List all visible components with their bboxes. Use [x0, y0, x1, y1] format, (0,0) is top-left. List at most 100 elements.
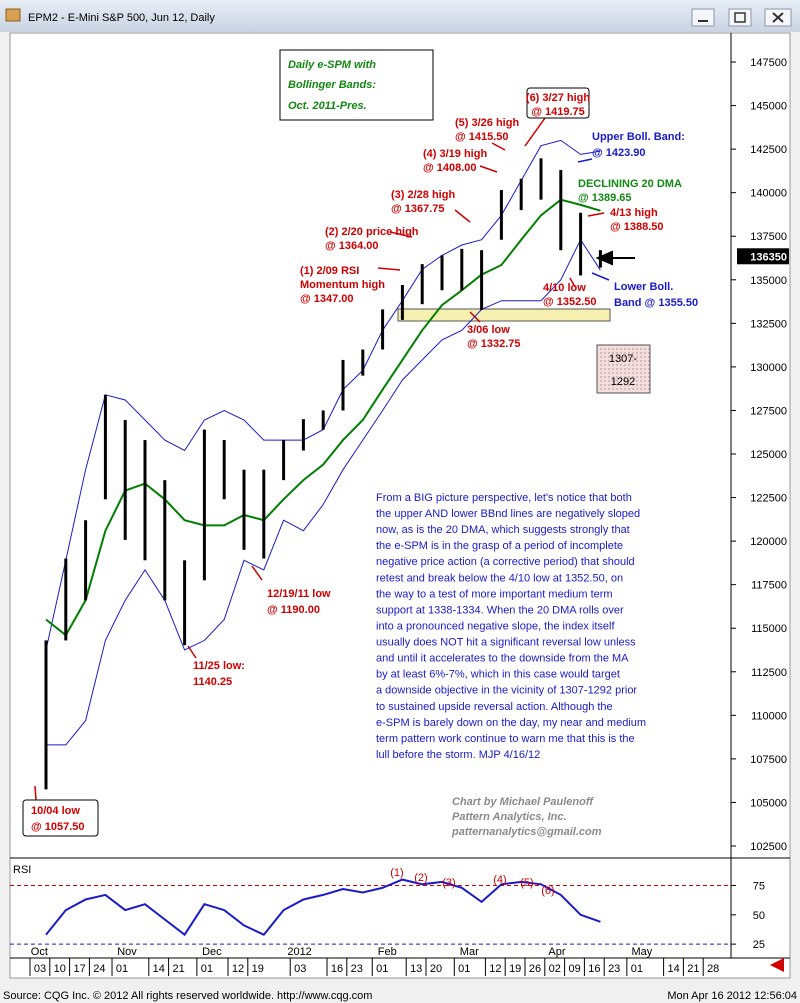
price-bar: [598, 250, 602, 268]
annotation: @ 1364.00: [325, 240, 379, 252]
y-tick-label: 135000: [750, 275, 787, 287]
annotation: (6) 3/27 high: [526, 92, 590, 104]
annotation: @ 1389.65: [578, 192, 632, 204]
annotation: Momentum high: [300, 279, 385, 291]
target-label: 1307-: [609, 353, 637, 365]
price-bar: [519, 178, 523, 211]
price-bar: [84, 520, 88, 601]
x-tick-label: 16: [331, 963, 343, 975]
price-bar: [183, 560, 187, 646]
x-tick-label: 28: [707, 963, 719, 975]
rsi-tick-label: 25: [753, 939, 765, 951]
price-bar: [499, 190, 503, 240]
rsi-marker: (2): [414, 872, 427, 884]
x-tick-label: 03: [294, 963, 306, 975]
x-tick-label: 03: [34, 963, 46, 975]
x-tick-label: 16: [588, 963, 600, 975]
annotation: @ 1415.50: [455, 131, 509, 143]
rsi-marker: (1): [390, 867, 403, 879]
x-tick-label: 21: [687, 963, 699, 975]
credit-line: patternanalytics@gmail.com: [451, 826, 602, 838]
annotation: @ 1423.90: [592, 147, 646, 159]
annotation: @ 1352.50: [543, 296, 597, 308]
rsi-marker: (3): [442, 877, 455, 889]
annotation: @ 1347.00: [300, 293, 354, 305]
price-bar: [44, 640, 48, 790]
commentary-line: support at 1338-1334. When the 20 DMA ro…: [376, 604, 624, 616]
annotation: 12/19/11 low: [267, 588, 331, 600]
price-bar: [163, 480, 167, 601]
last-price-arrow: [595, 250, 635, 266]
annotation: (2) 2/20 price high: [325, 226, 419, 238]
y-tick-label: 112500: [751, 667, 787, 679]
rsi-label: RSI: [13, 864, 31, 876]
x-tick-label: 17: [73, 963, 85, 975]
scroll-arrow[interactable]: [770, 958, 784, 972]
last-price-box: [737, 248, 789, 265]
maximize-button[interactable]: [728, 8, 752, 27]
price-bar: [282, 440, 286, 481]
commentary-line: the upper AND lower BBnd lines are negat…: [376, 508, 640, 520]
y-tick-label: 117500: [751, 580, 787, 592]
lower-band: [46, 238, 601, 746]
annotation: 11/25 low:: [193, 660, 245, 672]
target-label: 1292: [611, 376, 635, 388]
annotation: Upper Boll. Band:: [592, 131, 685, 143]
annotation: Lower Boll.: [614, 281, 673, 293]
chart-title: Daily e-SPM with: [288, 59, 376, 71]
x-tick-label: 20: [430, 963, 442, 975]
x-tick-label: 23: [351, 963, 363, 975]
commentary-line: term pattern work continue to warn me th…: [376, 733, 635, 745]
dma-20: [45, 198, 601, 637]
annotation-box: [526, 87, 590, 119]
y-tick-label: 115000: [751, 623, 787, 635]
price-bar: [539, 158, 543, 200]
annotation: @ 1419.75: [531, 106, 585, 118]
y-tick-label: 125000: [750, 449, 787, 461]
commentary-line: to sustained upside reversal action. Alt…: [376, 701, 613, 713]
price-bar: [222, 440, 226, 500]
annotation: 3/06 low: [467, 324, 510, 336]
price-bar: [301, 419, 305, 451]
x-tick-label: 13: [410, 963, 422, 975]
price-bar: [440, 255, 444, 291]
rsi-marker: (5): [520, 877, 533, 889]
annotation: (4) 3/19 high: [423, 148, 487, 160]
y-tick-label: 130000: [750, 362, 787, 374]
y-tick-label: 147500: [750, 57, 787, 69]
annotation: 4/10 low: [543, 282, 586, 294]
month-label: Apr: [548, 946, 565, 958]
x-tick-label: 01: [458, 963, 470, 975]
month-label: Mar: [460, 946, 479, 958]
app-icon: [5, 8, 21, 22]
commentary-line: lull before the storm. MJP 4/16/12: [376, 749, 540, 761]
footer-bar: [0, 986, 800, 1003]
month-label: Dec: [202, 946, 222, 958]
x-tick-label: 10: [54, 963, 66, 975]
x-tick-label: 12: [232, 963, 244, 975]
month-label: May: [631, 946, 652, 958]
pointer-line: [591, 272, 610, 281]
x-tick-label: 01: [116, 963, 128, 975]
commentary-line: the way to a test of more important medi…: [376, 588, 613, 600]
minimize-button[interactable]: [691, 8, 715, 27]
annotation: @ 1057.50: [31, 821, 85, 833]
commentary-line: negative price action (a corrective peri…: [376, 556, 635, 568]
price-bar: [321, 410, 325, 430]
commentary-line: retest and break below the 4/10 low at 1…: [376, 572, 623, 584]
support-zone: [397, 308, 611, 322]
chart-title: Bollinger Bands:: [288, 79, 376, 91]
x-tick-label: 14: [667, 963, 679, 975]
price-bar: [64, 558, 68, 641]
annotation: @ 1408.00: [423, 162, 477, 174]
commentary-line: a downside objective in the vicinity of …: [376, 685, 637, 697]
title-box: [279, 49, 434, 121]
month-label: 2012: [287, 946, 311, 958]
y-tick-label: 142500: [750, 144, 787, 156]
x-tick-label: 12: [489, 963, 501, 975]
x-tick-label: 09: [568, 963, 580, 975]
x-tick-label: 01: [376, 963, 388, 975]
commentary-line: the e-SPM is in the grasp of a period of…: [376, 540, 623, 552]
annotation: (3) 2/28 high: [391, 189, 455, 201]
rsi-line: [45, 878, 601, 937]
